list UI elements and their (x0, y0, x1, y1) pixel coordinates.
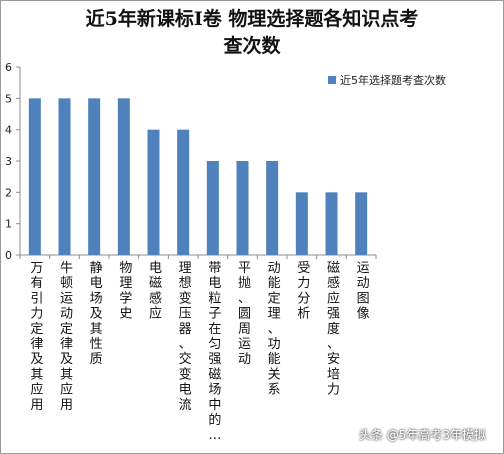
x-tick-label: 受力分析 (297, 261, 310, 322)
x-tick-label: 静电场及其性质 (90, 261, 103, 367)
bar (325, 192, 338, 255)
y-tick-label: 5 (5, 92, 12, 105)
bar (206, 161, 219, 255)
bar (266, 161, 279, 255)
x-tick-label: 磁感应强度、安培力 (327, 261, 340, 398)
x-tick-label: 电磁感应 (149, 261, 162, 322)
x-tick-label: 运动图像 (357, 261, 370, 322)
y-tick-label: 1 (5, 218, 12, 231)
bar (88, 98, 101, 255)
bar (28, 98, 41, 255)
y-tick-label: 3 (5, 155, 12, 168)
x-tick-label: 带电粒子在匀强磁场中的… (208, 261, 221, 443)
bar (147, 129, 160, 255)
x-tick-label: 牛顿运动定律及其应用 (60, 261, 73, 413)
bar (295, 192, 308, 255)
y-tick-label: 0 (5, 249, 12, 262)
legend-swatch (328, 76, 336, 84)
chart-title-line2: 查次数 (223, 35, 281, 57)
bar (177, 129, 190, 255)
bar (236, 161, 249, 255)
x-tick-label: 理想变压器、交变电流 (179, 261, 192, 413)
x-tick-label: 万有引力定律及其应用 (30, 261, 43, 413)
y-tick-label: 4 (5, 124, 12, 137)
x-tick-label: 动能定理、功能关系 (268, 261, 281, 398)
bar (58, 98, 71, 255)
bar (117, 98, 130, 255)
watermark: 头条 @5年高考3年模拟 (358, 428, 486, 442)
legend-label: 近5年选择题考查次数 (340, 74, 446, 87)
chart-title: 近5年新课标Ⅰ卷 物理选择题各知识点考 查次数 (0, 6, 504, 60)
chart-title-line1: 近5年新课标Ⅰ卷 物理选择题各知识点考 (85, 8, 419, 30)
x-tick-label: 平抛、圆周运动 (238, 261, 251, 367)
legend: 近5年选择题考查次数 (328, 72, 446, 88)
bar (355, 192, 368, 255)
y-tick-label: 2 (5, 186, 12, 199)
y-tick-label: 6 (5, 61, 12, 74)
x-tick-label: 物理学史 (119, 261, 132, 322)
